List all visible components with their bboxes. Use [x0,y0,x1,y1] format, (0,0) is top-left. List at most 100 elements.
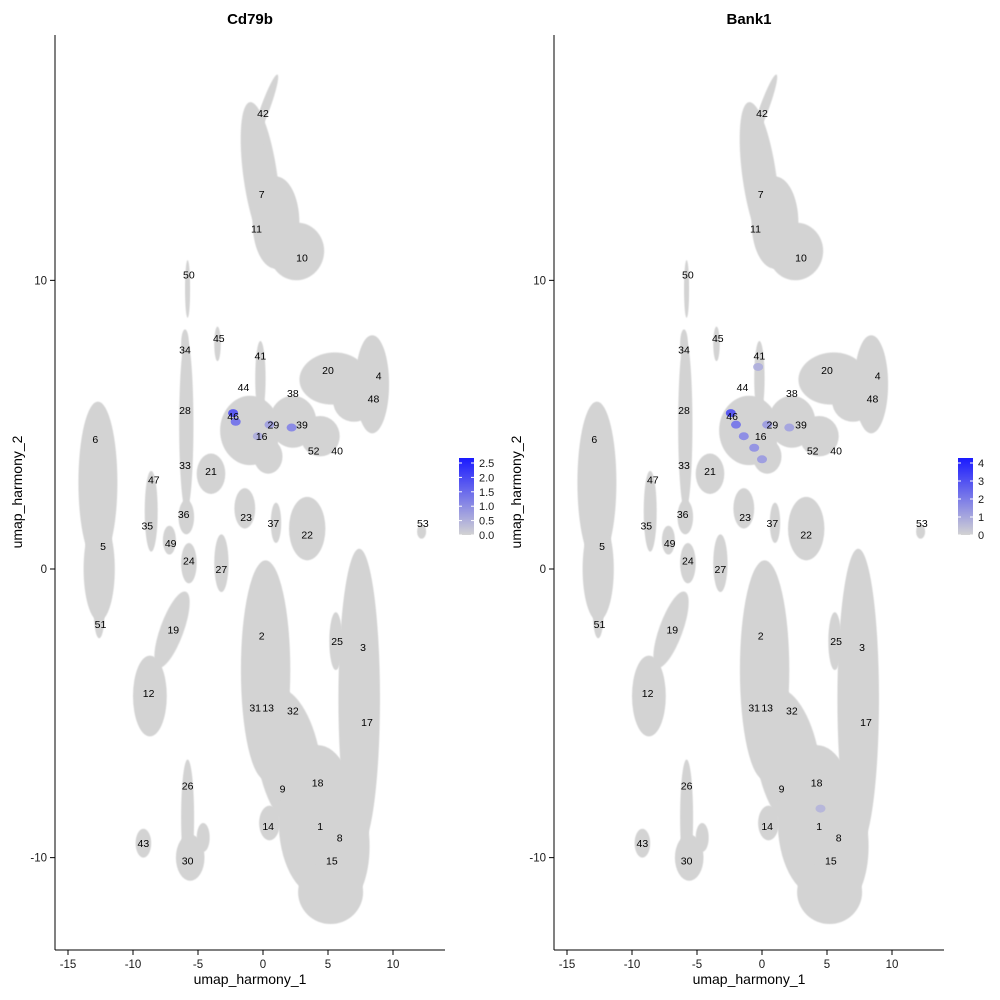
cluster-label: 22 [301,529,313,541]
cell-cloud-region [178,499,195,535]
x-tick-label: -5 [692,959,702,971]
expression-point [731,420,741,429]
cell-cloud-region [788,496,825,561]
cluster-label: 35 [141,521,153,533]
x-tick-label: 0 [759,959,765,971]
cell-cloud-region [684,260,690,318]
cluster-label: 7 [758,189,764,201]
cluster-label: 29 [268,420,280,432]
cluster-label: 12 [642,688,654,700]
cluster-label: 11 [750,223,761,235]
legend-label: 0.0 [479,530,494,542]
cluster-label: 41 [754,350,766,362]
cell-cloud-region [181,543,197,584]
cluster-label: 17 [860,717,872,729]
cluster-label: 36 [178,509,190,521]
cell-cloud-region [713,326,720,362]
cluster-label: 53 [417,518,429,530]
cluster-label: 4 [376,371,382,383]
cluster-label: 33 [678,460,690,472]
cluster-label: 2 [259,630,265,642]
y-tick-label: 0 [540,564,546,576]
cluster-label: 26 [681,780,693,792]
legend-label: 4 [978,458,984,470]
cell-cloud-region [768,222,824,281]
cluster-label: 34 [179,345,191,357]
cluster-label: 50 [183,270,195,282]
x-ticks: -15 -10 -5 0 5 10 [559,950,899,971]
cell-cloud-region [255,340,266,417]
cluster-label: 32 [287,705,299,717]
cluster-label: 3 [360,642,366,654]
cluster-label: 38 [786,388,798,400]
y-axis: -10 0 10 umap_harmony_2 [508,35,555,950]
cell-cloud-region [797,860,863,925]
cluster-label: 50 [682,270,694,282]
x-tick-label: 10 [886,959,899,971]
cell-cloud-region [289,496,326,561]
cluster-label: 13 [761,703,773,715]
expression-point [252,432,263,441]
cluster-label: 5 [599,541,605,553]
cluster-label: 10 [795,252,807,264]
cell-cloud-region [837,548,879,849]
cluster-label: 48 [368,394,380,406]
cluster-label: 44 [238,382,250,394]
cluster-label: 5 [100,541,106,553]
cell-cloud-region [175,834,205,881]
expression-point [815,804,826,813]
cluster-label: 38 [287,388,299,400]
x-tick-label: -10 [125,959,142,971]
x-tick-label: -15 [559,959,576,971]
legend-label: 1.5 [479,487,494,499]
expression-point [286,423,297,432]
y-axis: -10 0 10 umap_harmony_2 [9,35,56,950]
expression-point [753,362,764,371]
cell-cloud-region [752,439,782,474]
legend-label: 2.5 [479,458,494,470]
cluster-label: 14 [761,821,773,833]
cluster-label: 49 [664,538,676,550]
cell-cloud-region [916,524,926,539]
cluster-label: 31 [249,703,261,715]
y-axis-label: umap_harmony_2 [508,435,524,548]
cell-cloud-region [680,329,688,359]
cluster-label: 20 [322,365,334,377]
cluster-label: 1 [816,821,822,833]
cluster-label: 8 [337,832,343,844]
cell-cloud-region [214,326,221,362]
expression-point [749,443,760,452]
cluster-label: 20 [821,365,833,377]
cell-cloud-region [270,502,282,544]
cluster-label: 51 [594,619,606,631]
cell-cloud-region [133,655,167,737]
expression-highlights [725,362,826,813]
cluster-label: 27 [216,564,228,576]
cell-cloud-region [733,488,755,529]
cell-cloud-region [298,860,364,925]
x-tick-label: -10 [624,959,641,971]
cell-cloud-region [695,453,725,494]
cluster-label: 24 [183,555,195,567]
cell-cloud-region [234,488,256,529]
cell-cloud-region [661,525,675,555]
cluster-label: 39 [296,420,308,432]
x-tick-label: 5 [824,959,830,971]
cluster-label: 16 [755,431,767,443]
cluster-label: 8 [836,832,842,844]
cluster-label: 11 [251,223,262,235]
cell-cloud-region [643,470,657,552]
cluster-label: 26 [182,780,194,792]
y-tick-label: 0 [41,564,47,576]
legend-labels: 4 3 2 1 0 [958,458,984,542]
cell-cloud-region [417,524,427,539]
legend-label: 3 [978,476,984,488]
x-axis: -15 -10 -5 0 5 10 umap_harmony_1 [55,949,445,987]
expression-point [230,417,241,426]
cell-cloud-region [162,525,176,555]
cluster-label: 28 [678,405,690,417]
cluster-label: 18 [811,778,823,790]
legend-label: 2.0 [479,472,494,484]
cluster-label: 53 [916,518,928,530]
